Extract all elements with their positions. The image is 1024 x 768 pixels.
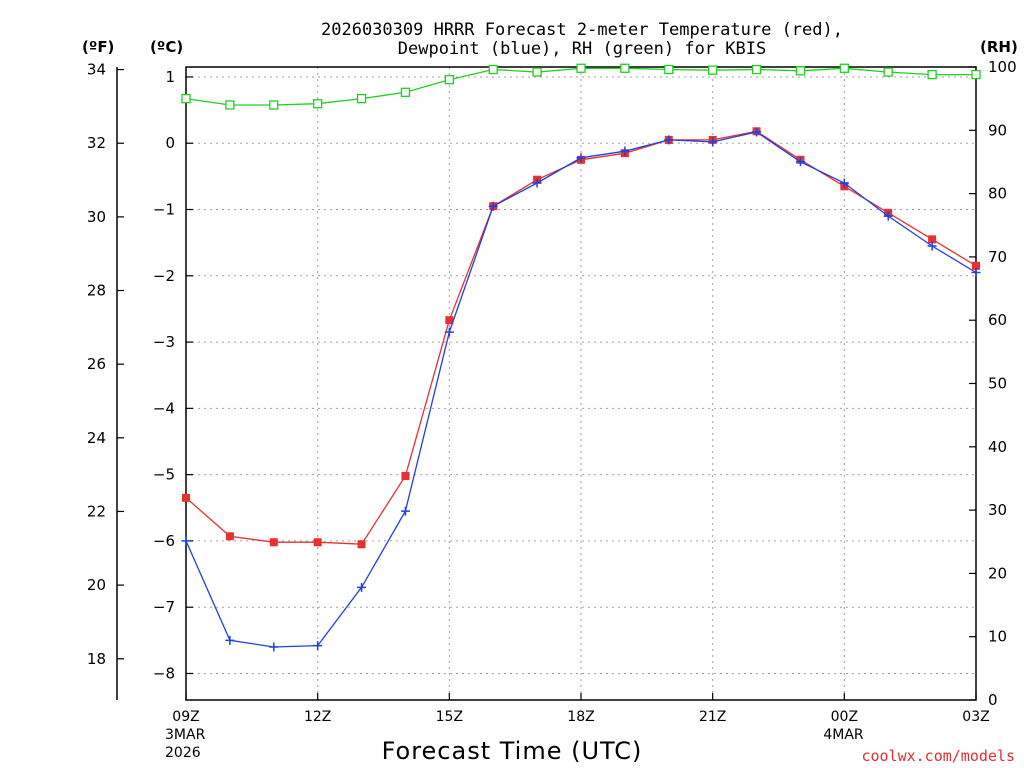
- fahrenheit-tick-label: 24: [87, 429, 106, 447]
- dewpoint-point: [488, 201, 498, 211]
- rh-point: [313, 99, 323, 109]
- rh-point: [751, 64, 762, 75]
- x-tick-label: 21Z: [699, 709, 726, 725]
- tick-labels: 10−1−2−3−4−5−6−7−83432302826242220181009…: [87, 58, 1017, 761]
- fahrenheit-tick-label: 28: [87, 282, 106, 300]
- dewpoint-point: [708, 137, 718, 147]
- dewpoint-line: [185, 131, 977, 648]
- x-tick-label: 18Z: [567, 709, 594, 725]
- dewpoint-point: [664, 135, 674, 145]
- x-tick-label: 15Z: [436, 709, 463, 725]
- dewpoint-point: [883, 211, 893, 221]
- rh-point: [708, 65, 718, 75]
- 2-meter-temperature-point: [357, 540, 366, 549]
- x-tick-label: 03Z: [962, 709, 989, 725]
- dewpoint-point: [576, 153, 586, 163]
- rh-tick-label: 80: [988, 185, 1007, 203]
- 2-meter-temperature-point: [225, 532, 234, 541]
- fahrenheit-unit-label: (ºF): [82, 38, 114, 56]
- fahrenheit-tick-label: 34: [87, 61, 106, 79]
- rh-point: [576, 63, 586, 73]
- dewpoint-point: [971, 267, 981, 277]
- dewpoint-point: [357, 582, 367, 592]
- fahrenheit-tick-label: 18: [87, 650, 106, 668]
- dewpoint-point: [444, 327, 454, 337]
- dewpoint-point: [313, 641, 323, 651]
- 2-meter-temperature-point: [182, 493, 190, 502]
- x-tick-label: 12Z: [304, 709, 331, 725]
- rh-tick-label: 70: [988, 248, 1007, 266]
- dewpoint-point: [795, 157, 805, 167]
- rh-point: [400, 87, 411, 97]
- rh-point: [620, 63, 630, 73]
- 2-meter-temperature-point: [269, 538, 278, 547]
- rh-tick-label: 0: [988, 691, 998, 709]
- rh-point: [181, 94, 191, 104]
- rh-tick-label: 10: [988, 628, 1007, 646]
- dewpoint-point: [269, 642, 279, 652]
- celsius-tick-label: −1: [153, 201, 175, 219]
- rh-point: [795, 66, 806, 76]
- x-tick-label: 00Z: [831, 709, 858, 725]
- rh-point: [664, 64, 674, 75]
- rh-point: [269, 100, 279, 110]
- x-axis-label: Forecast Time (UTC): [382, 737, 643, 765]
- rh-tick-label: 90: [988, 121, 1007, 139]
- fahrenheit-tick-label: 20: [87, 576, 106, 594]
- chart-title-line1: 2026030309 HRRR Forecast 2-meter Tempera…: [321, 20, 843, 40]
- dewpoint-point: [400, 506, 410, 516]
- celsius-tick-label: 0: [165, 134, 175, 152]
- axes: [116, 66, 977, 701]
- dewpoint-point: [181, 536, 191, 546]
- celsius-tick-label: −5: [153, 466, 175, 484]
- rh-point: [225, 100, 235, 110]
- credit-text: coolwx.com/models: [861, 747, 1015, 765]
- fahrenheit-tick-label: 26: [87, 355, 106, 373]
- fahrenheit-tick-label: 32: [87, 134, 106, 152]
- rh-point: [444, 75, 454, 85]
- x-tick-year-label: 2026: [165, 745, 201, 761]
- data-series: [181, 63, 981, 652]
- dewpoint-point: [839, 178, 849, 188]
- rh-point: [971, 69, 981, 80]
- celsius-tick-label: −7: [153, 598, 175, 616]
- dewpoint-point: [225, 635, 235, 645]
- rh-tick-label: 20: [988, 564, 1007, 582]
- 2-meter-temperature-point: [445, 316, 454, 325]
- x-tick-date-label: 4MAR: [823, 727, 864, 743]
- celsius-tick-label: 1: [165, 68, 175, 86]
- chart-title-line2: Dewpoint (blue), RH (green) for KBIS: [398, 39, 766, 59]
- celsius-tick-label: −8: [153, 664, 175, 682]
- celsius-tick-label: −3: [153, 333, 175, 351]
- rh-point: [356, 94, 367, 104]
- fahrenheit-tick-label: 22: [87, 502, 106, 520]
- rh-tick-label: 40: [988, 438, 1007, 456]
- rh-tick-label: 50: [988, 375, 1007, 393]
- dewpoint-point: [927, 241, 937, 251]
- rh-point: [883, 67, 893, 77]
- rh-tick-label: 60: [988, 311, 1007, 329]
- celsius-unit-label: (ºC): [150, 38, 183, 56]
- x-tick-date-label: 3MAR: [165, 727, 206, 743]
- rh-point: [532, 67, 542, 77]
- fahrenheit-tick-label: 30: [87, 208, 106, 226]
- celsius-tick-label: −6: [153, 532, 175, 550]
- dewpoint-point: [620, 146, 630, 156]
- celsius-tick-label: −4: [153, 399, 175, 417]
- rh-point: [488, 64, 498, 75]
- rh-tick-label: 30: [988, 501, 1007, 519]
- celsius-tick-label: −2: [153, 267, 175, 285]
- 2-meter-temperature-point: [972, 261, 980, 270]
- x-tick-label: 09Z: [172, 709, 199, 725]
- dewpoint-point: [532, 178, 542, 188]
- 2-meter-temperature-point: [401, 471, 410, 480]
- rh-point: [927, 69, 937, 80]
- 2-meter-temperature-point: [928, 235, 937, 244]
- dewpoint-point: [752, 127, 762, 137]
- rh-point: [839, 63, 849, 73]
- rh-unit-label: (RH): [980, 38, 1018, 56]
- 2-meter-temperature-point: [313, 538, 322, 547]
- rh-tick-label: 100: [988, 58, 1017, 76]
